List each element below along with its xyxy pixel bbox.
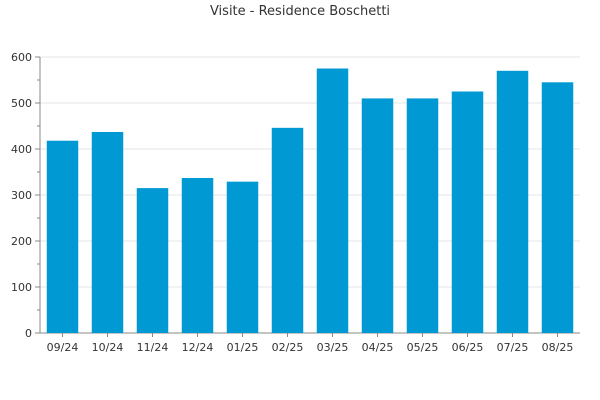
bar (496, 70, 529, 334)
bar (226, 181, 259, 333)
bar (271, 127, 304, 333)
bar (136, 188, 169, 333)
x-tick-label: 02/25 (272, 341, 304, 354)
y-tick-label: 0 (25, 327, 32, 340)
bar (451, 91, 484, 333)
x-tick-label: 05/25 (407, 341, 439, 354)
y-tick-label: 200 (11, 235, 32, 248)
x-tick-label: 07/25 (497, 341, 529, 354)
y-tick-label: 100 (11, 281, 32, 294)
x-tick-label: 03/25 (317, 341, 349, 354)
y-tick-label: 400 (11, 143, 32, 156)
x-tick-label: 08/25 (542, 341, 574, 354)
bar (316, 68, 349, 333)
y-tick-label: 600 (11, 51, 32, 64)
bar (91, 131, 124, 333)
y-tick-label: 500 (11, 97, 32, 110)
bar (361, 98, 394, 334)
x-tick-label: 09/24 (47, 341, 79, 354)
x-tick-label: 12/24 (182, 341, 214, 354)
x-tick-label: 10/24 (92, 341, 124, 354)
y-tick-label: 300 (11, 189, 32, 202)
bar (406, 98, 439, 334)
x-tick-label: 01/25 (227, 341, 259, 354)
bar (181, 177, 214, 333)
x-tick-label: 11/24 (137, 341, 169, 354)
x-tick-label: 06/25 (452, 341, 484, 354)
bar (46, 140, 79, 333)
x-tick-label: 04/25 (362, 341, 394, 354)
chart-title: Visite - Residence Boschetti (209, 4, 391, 19)
bar (541, 82, 574, 333)
